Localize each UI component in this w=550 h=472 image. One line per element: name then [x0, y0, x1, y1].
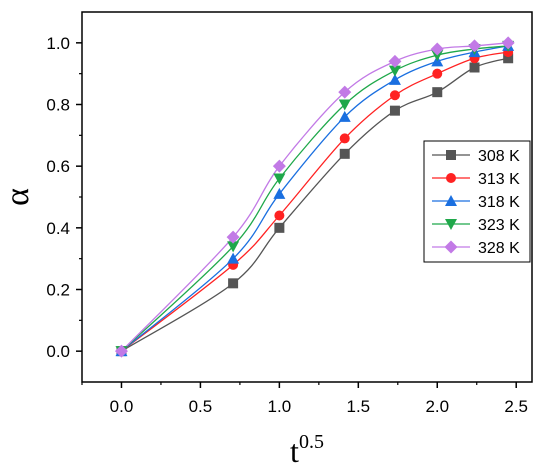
data-point-s0-p1	[228, 278, 239, 289]
x-tick-label: 0.0	[110, 397, 134, 416]
y-tick-label: 1.0	[46, 34, 70, 53]
data-point-s1-p3	[339, 133, 350, 144]
data-point-s3-p5	[431, 50, 444, 62]
data-point-s0-p3	[339, 148, 350, 159]
data-point-s2-p2	[273, 187, 286, 199]
y-axis-title: α	[0, 188, 36, 206]
data-point-s1-p2	[274, 210, 285, 221]
data-point-s0-p4	[389, 105, 400, 116]
data-point-s4-p4	[388, 54, 402, 68]
data-point-s3-p4	[388, 65, 401, 77]
markers-layer	[114, 36, 515, 358]
legend-marker-3	[445, 219, 457, 230]
data-point-s4-p5	[430, 42, 444, 56]
data-point-s1-p4	[389, 90, 400, 101]
data-point-s3-p1	[227, 241, 240, 253]
legend-marker-0	[446, 150, 456, 160]
legend-label-2: 318 K	[478, 194, 520, 211]
data-point-s0-p2	[274, 222, 285, 233]
x-axis-ticks: 0.0 0.5 1.0 1.5 2.0 2.5	[81, 382, 528, 416]
y-axis-ticks: 0.0 0.2 0.4 0.6 0.8 1.0	[46, 34, 82, 361]
x-axis-title-superscript: 0.5	[299, 431, 324, 453]
legend: 308 K 313 K 318 K 323 K 328 K	[423, 140, 531, 263]
legend-label-4: 328 K	[478, 240, 520, 257]
y-tick-label: 0.6	[46, 157, 70, 176]
data-point-s4-p2	[272, 159, 286, 173]
legend-label-1: 313 K	[478, 171, 520, 188]
data-point-s4-p7	[501, 36, 515, 50]
x-tick-label: 2.0	[425, 397, 449, 416]
data-point-s3-p2	[273, 173, 286, 185]
x-axis-title-base: t	[290, 433, 299, 469]
x-axis-title: t0.5	[290, 431, 324, 469]
x-tick-label: 2.5	[504, 397, 528, 416]
legend-marker-1	[446, 173, 456, 183]
data-point-s0-p5	[432, 87, 443, 98]
x-tick-label: 1.5	[346, 397, 370, 416]
y-tick-label: 0.0	[46, 342, 70, 361]
legend-marker-4	[444, 240, 458, 254]
y-tick-label: 0.4	[46, 219, 70, 238]
data-point-s4-p6	[468, 39, 482, 53]
data-point-s2-p4	[388, 73, 401, 85]
legend-label-0: 308 K	[478, 148, 520, 165]
data-point-s0-p7	[503, 53, 514, 64]
data-point-s3-p3	[338, 99, 351, 111]
data-point-s4-p1	[226, 230, 240, 244]
data-point-s2-p1	[227, 252, 240, 264]
x-tick-label: 0.5	[189, 397, 213, 416]
legend-label-3: 323 K	[478, 217, 520, 234]
y-tick-label: 0.8	[46, 96, 70, 115]
x-tick-label: 1.0	[268, 397, 292, 416]
data-point-s4-p3	[338, 85, 352, 99]
data-point-s0-p6	[469, 62, 480, 73]
data-point-s1-p5	[432, 68, 443, 79]
legend-marker-2	[445, 195, 457, 206]
y-tick-label: 0.2	[46, 281, 70, 300]
data-point-s4-p0	[114, 344, 128, 358]
data-point-s2-p3	[338, 110, 351, 122]
